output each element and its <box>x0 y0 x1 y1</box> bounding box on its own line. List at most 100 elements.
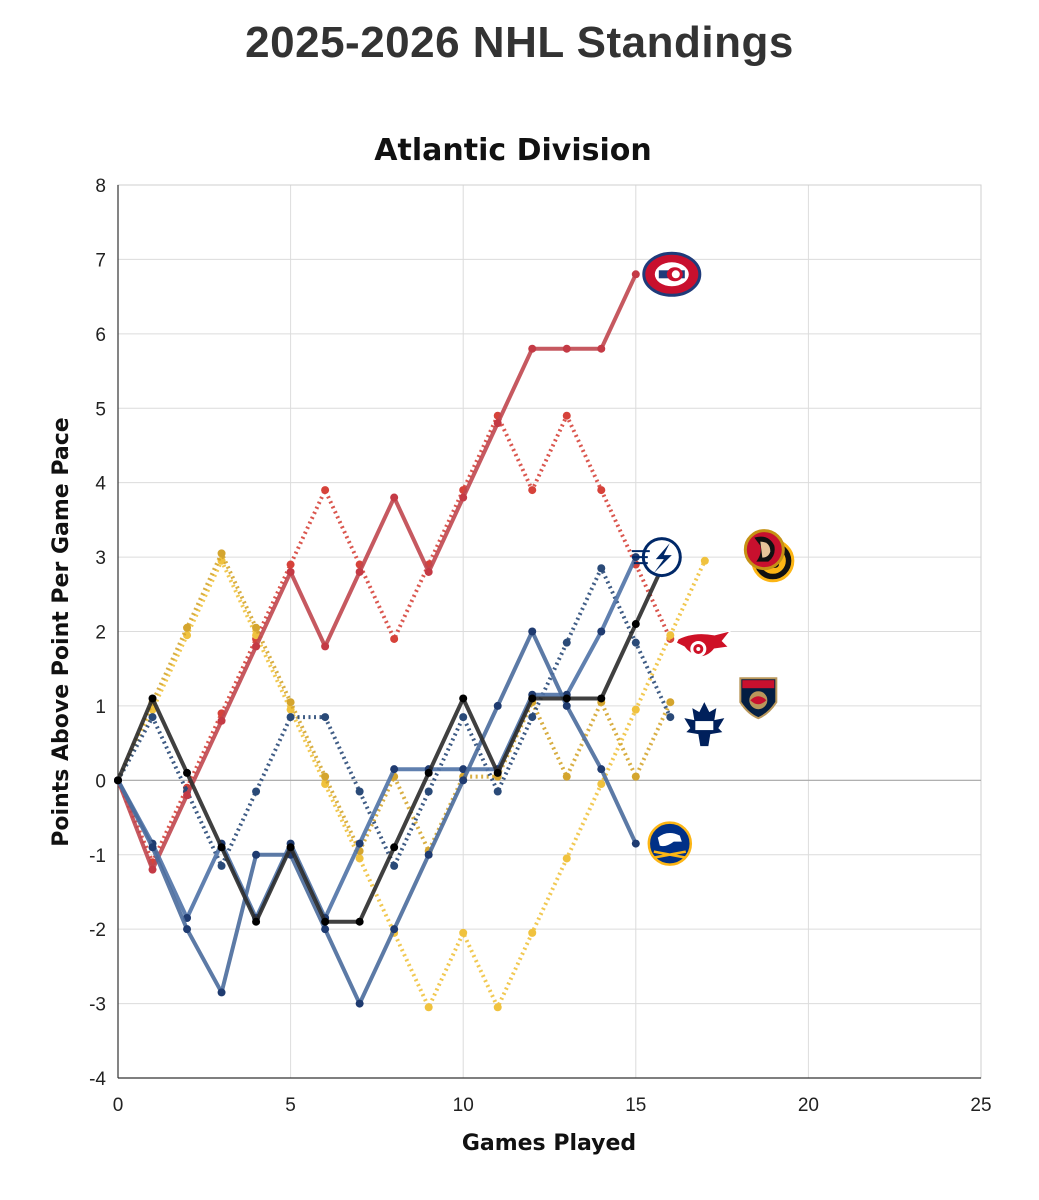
data-point <box>562 694 571 703</box>
y-tick-label: 8 <box>95 176 106 197</box>
data-point <box>597 564 606 573</box>
y-tick-label: 6 <box>95 325 106 346</box>
series-senators <box>114 545 675 926</box>
data-point <box>252 623 261 632</box>
y-tick-label: 7 <box>95 250 106 271</box>
data-point <box>424 567 433 576</box>
data-point <box>528 486 537 495</box>
data-point <box>631 772 640 781</box>
data-point <box>390 765 399 774</box>
y-tick-label: 5 <box>95 399 106 420</box>
series-maple-leafs <box>114 564 675 870</box>
data-point <box>666 631 675 640</box>
data-point <box>666 713 675 722</box>
data-point <box>528 627 537 636</box>
data-point <box>217 988 226 997</box>
senators-logo <box>743 529 785 571</box>
data-point <box>355 854 364 863</box>
data-point <box>321 925 330 934</box>
series-line <box>116 273 638 872</box>
data-point <box>252 917 261 926</box>
data-point <box>217 716 226 725</box>
y-tick-label: 4 <box>95 474 106 495</box>
data-point <box>252 787 261 796</box>
data-point <box>528 694 537 703</box>
data-point <box>597 627 606 636</box>
data-point <box>459 694 468 703</box>
data-point <box>666 698 675 707</box>
data-point <box>286 560 295 569</box>
sabres-logo <box>647 821 693 866</box>
series-line <box>116 413 673 865</box>
y-tick-label: 3 <box>95 548 106 569</box>
series-bruins <box>114 556 709 1012</box>
series-line <box>116 556 638 920</box>
data-point <box>183 925 192 934</box>
data-point <box>217 861 226 870</box>
data-point <box>562 701 571 710</box>
data-point <box>631 705 640 714</box>
data-point <box>528 344 537 353</box>
grid <box>117 184 982 1079</box>
data-point <box>562 344 571 353</box>
y-axis-label: Points Above Point Per Game Pace <box>49 417 74 846</box>
data-point <box>390 861 399 870</box>
data-point <box>424 768 433 777</box>
team-logos: B <box>631 251 795 866</box>
lightning-logo <box>631 537 682 578</box>
data-point <box>562 638 571 647</box>
y-tick-label: -3 <box>89 995 106 1016</box>
data-point <box>390 493 399 502</box>
data-point <box>631 839 640 848</box>
data-point <box>597 344 606 353</box>
data-point <box>597 694 606 703</box>
data-point <box>390 843 399 852</box>
data-point <box>459 776 468 785</box>
data-point <box>390 925 399 934</box>
data-point <box>597 780 606 789</box>
y-tick-label: 2 <box>95 623 106 644</box>
data-point <box>631 620 640 629</box>
panthers-logo <box>739 677 778 720</box>
chart-title: Atlantic Division <box>374 133 651 168</box>
x-tick-label: 10 <box>453 1095 474 1116</box>
data-point <box>183 623 192 632</box>
data-point <box>424 787 433 796</box>
data-point <box>459 765 468 774</box>
data-point <box>390 634 399 643</box>
data-point <box>321 486 330 495</box>
red-wings-logo <box>675 630 732 658</box>
data-point <box>217 843 226 852</box>
y-tick-label: -2 <box>89 920 106 941</box>
data-point <box>355 567 364 576</box>
y-tick-label: 0 <box>95 771 106 792</box>
data-point <box>183 631 192 640</box>
data-point <box>252 642 261 651</box>
y-tick-label: -4 <box>89 1069 106 1090</box>
series-line <box>116 629 638 1006</box>
data-point <box>183 791 192 800</box>
x-axis-label: Games Played <box>462 1131 636 1156</box>
data-point <box>493 419 502 428</box>
data-point <box>321 772 330 781</box>
data-point <box>459 713 468 722</box>
data-point <box>252 850 261 859</box>
y-tick-label: -1 <box>89 846 106 867</box>
data-point <box>355 787 364 796</box>
data-point <box>321 917 330 926</box>
data-point <box>597 765 606 774</box>
x-tick-label: 25 <box>970 1095 991 1116</box>
page-title: 2025-2026 NHL Standings <box>245 18 794 67</box>
series-sabres <box>114 627 640 1008</box>
data-point <box>355 917 364 926</box>
data-point <box>114 776 122 785</box>
data-point <box>183 768 192 777</box>
data-point <box>700 556 709 565</box>
data-point <box>528 928 537 937</box>
data-point <box>493 768 502 777</box>
data-point <box>355 839 364 848</box>
axes: -4 -3 -2 -1 0 1 2 3 4 5 6 7 8 0 5 10 15 20 25 <box>89 176 991 1116</box>
series-lightning <box>114 553 640 923</box>
data-point <box>597 486 606 495</box>
data-point <box>148 694 157 703</box>
